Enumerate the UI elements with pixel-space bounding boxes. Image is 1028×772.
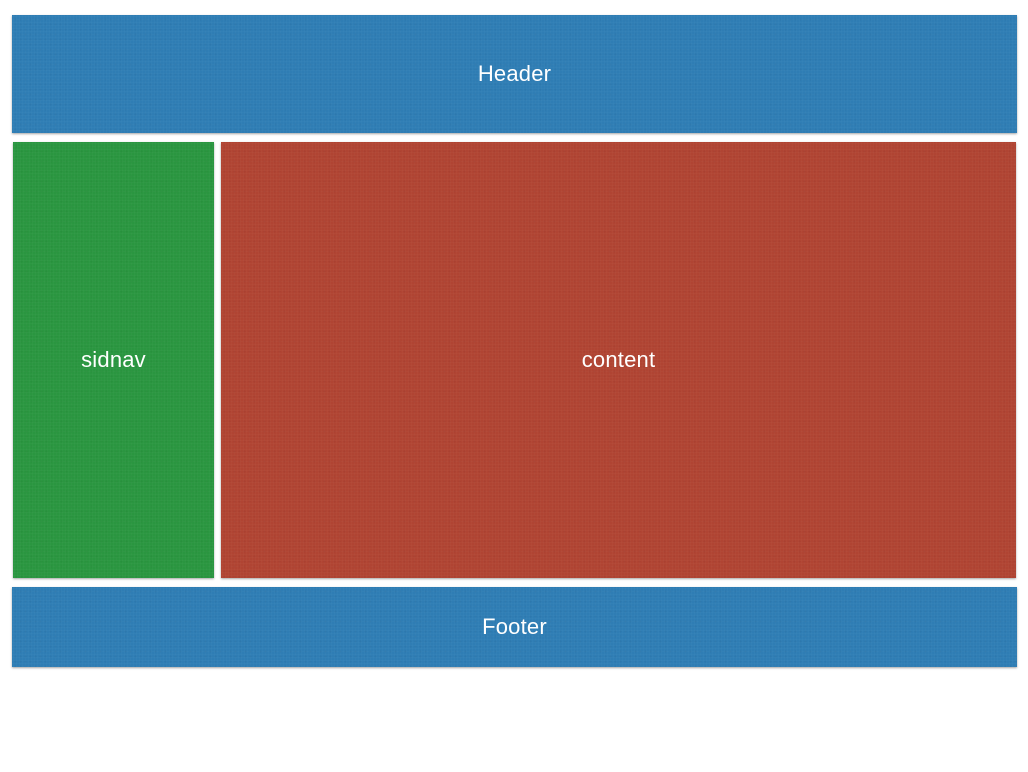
header-block: Header (12, 15, 1017, 133)
content-block: content (221, 142, 1016, 578)
header-label: Header (477, 61, 552, 86)
content-label: content (581, 347, 656, 372)
footer-label: Footer (482, 614, 547, 639)
sidenav-label: sidnav (81, 347, 146, 372)
footer-block: Footer (12, 587, 1017, 667)
sidenav-block: sidnav (13, 142, 214, 578)
